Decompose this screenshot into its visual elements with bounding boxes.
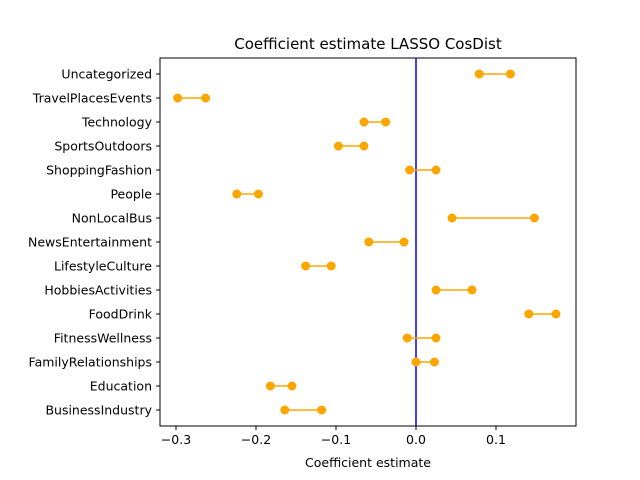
interval-high-point — [551, 309, 561, 319]
interval-high-point — [317, 405, 327, 415]
interval-high-point — [431, 333, 441, 343]
y-tick-label: NewsEntertainment — [28, 235, 152, 250]
x-tick-label: −0.2 — [241, 432, 271, 447]
y-tick-label: People — [110, 187, 152, 202]
interval-high-point — [429, 357, 439, 367]
x-tick-label: 0.1 — [486, 432, 506, 447]
y-tick-label: BusinessIndustry — [45, 403, 152, 418]
x-tick-label: −0.1 — [321, 432, 351, 447]
interval-high-point — [253, 189, 263, 199]
y-tick-label: FitnessWellness — [54, 331, 152, 346]
interval-low-point — [333, 141, 343, 151]
interval-low-point — [405, 165, 415, 175]
y-tick-label: HobbiesActivities — [44, 283, 152, 298]
interval-high-point — [381, 117, 391, 127]
interval-low-point — [524, 309, 534, 319]
y-tick-label: Education — [90, 379, 152, 394]
interval-low-point — [431, 285, 441, 295]
interval-low-point — [411, 357, 421, 367]
plot-marks — [173, 58, 561, 426]
interval-low-point — [447, 213, 457, 223]
interval-high-point — [359, 141, 369, 151]
interval-low-point — [280, 405, 290, 415]
interval-high-point — [505, 69, 515, 79]
interval-high-point — [287, 381, 297, 391]
interval-low-point — [265, 381, 275, 391]
y-tick-label: Technology — [81, 115, 153, 130]
y-axis: Uncategorized TravelPlacesEvents Technolog… — [28, 67, 160, 418]
interval-high-point — [326, 261, 336, 271]
interval-high-point — [529, 213, 539, 223]
interval-high-point — [467, 285, 477, 295]
interval-low-point — [474, 69, 484, 79]
x-axis-title: Coefficient estimate — [305, 455, 431, 470]
interval-low-point — [364, 237, 374, 247]
chart-title: Coefficient estimate LASSO CosDist — [234, 35, 502, 53]
interval-low-point — [359, 117, 369, 127]
x-tick-label: −0.3 — [161, 432, 191, 447]
y-tick-label: SportsOutdoors — [54, 139, 152, 154]
interval-low-point — [301, 261, 311, 271]
y-tick-label: FamilyRelationships — [29, 355, 152, 370]
interval-low-point — [402, 333, 412, 343]
x-tick-label: 0.0 — [406, 432, 426, 447]
x-axis: −0.3 −0.2 −0.1 0.0 0.1 — [161, 426, 506, 447]
interval-high-point — [431, 165, 441, 175]
y-tick-label: LifestyleCulture — [54, 259, 152, 274]
y-tick-label: NonLocalBus — [72, 211, 152, 226]
interval-low-point — [232, 189, 242, 199]
y-tick-label: Uncategorized — [61, 67, 152, 82]
interval-high-point — [399, 237, 409, 247]
y-tick-label: TravelPlacesEvents — [32, 91, 152, 106]
interval-low-point — [173, 93, 183, 103]
y-tick-label: ShoppingFashion — [46, 163, 152, 178]
y-tick-label: FoodDrink — [89, 307, 153, 322]
interval-high-point — [201, 93, 211, 103]
